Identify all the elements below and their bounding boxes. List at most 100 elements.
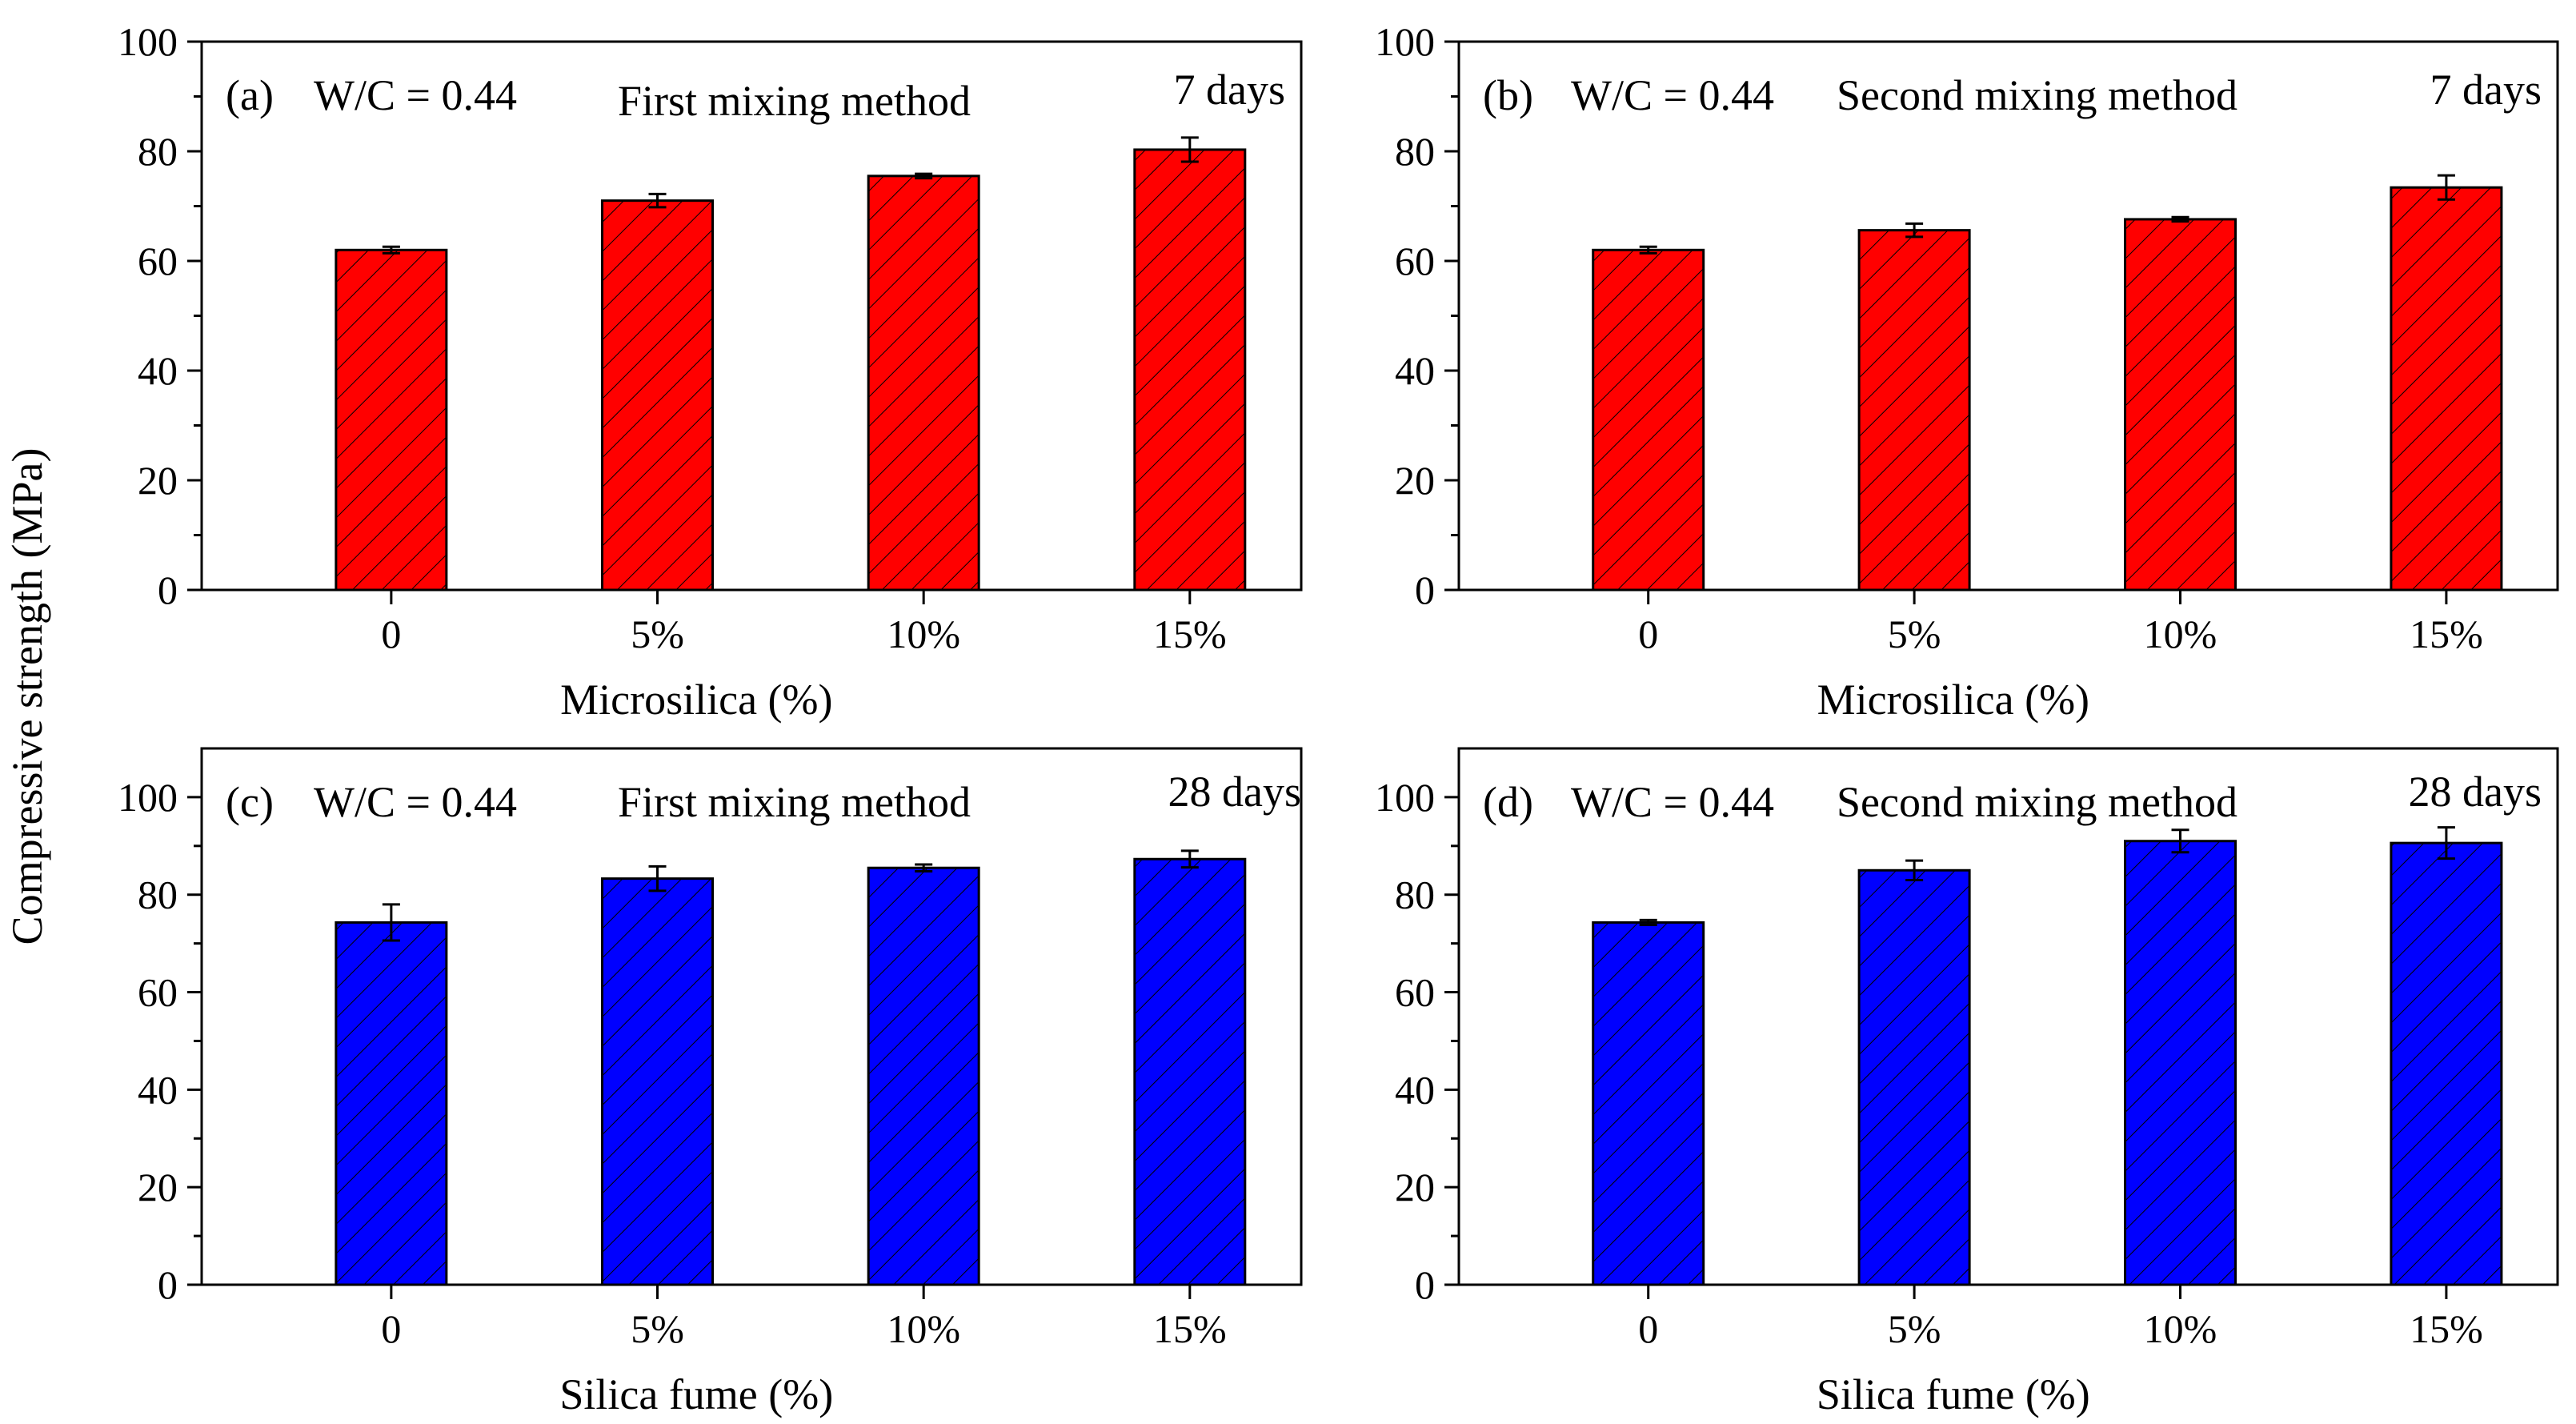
y-tick-label: 20: [1395, 458, 1435, 503]
bar: [2390, 186, 2503, 592]
age-label: 7 days: [1174, 66, 1285, 114]
bar: [335, 248, 448, 592]
age-label: 28 days: [1168, 768, 1301, 816]
y-tick-label: 40: [138, 348, 178, 393]
bar: [867, 866, 980, 1286]
bar: [2124, 218, 2237, 592]
y-ticks: 0 20 40 60 80 100: [1375, 775, 1459, 1307]
y-tick-label: 100: [118, 775, 178, 820]
y-tick-label: 60: [138, 970, 178, 1015]
x-axis-label: Silica fume (%): [559, 1370, 833, 1418]
plot-frame: [1457, 747, 2559, 1286]
panel-error-bars: [1639, 826, 2455, 926]
y-tick-label: 40: [1395, 348, 1435, 393]
x-tick-label: 15%: [1153, 612, 1227, 656]
x-tick-label: 0: [1638, 612, 1658, 656]
bar: [1133, 148, 1247, 592]
bar: [1857, 868, 1971, 1286]
y-tick-label: 20: [138, 458, 178, 503]
x-axis-label: Microsilica (%): [560, 676, 832, 724]
x-tick-label: 0: [1638, 1306, 1658, 1351]
x-tick-label: 0: [381, 612, 401, 656]
y-tick-label: 0: [1415, 1262, 1435, 1307]
y-ticks: 0 20 40 60 80 100: [1375, 19, 1459, 612]
x-ticks: 0 5% 10% 15%: [381, 590, 1227, 656]
y-tick-label: 60: [1395, 970, 1435, 1015]
y-ticks: 0 20 40 60 80 100: [118, 775, 202, 1307]
y-tick-label: 0: [1415, 568, 1435, 612]
y-tick-label: 60: [138, 239, 178, 283]
x-tick-label: 5%: [1888, 612, 1941, 656]
y-tick-label: 80: [138, 129, 178, 174]
panel-letter: (b): [1483, 71, 1533, 119]
panel-error-bars: [382, 136, 1199, 255]
panel-c: 0 20 40 60 80 100 0 5% 10% 15% (c) W/C = 0.44 Fi…: [118, 747, 1303, 1418]
y-tick-label: 40: [138, 1067, 178, 1112]
bar: [335, 921, 448, 1286]
bar: [867, 174, 980, 592]
y-tick-label: 0: [158, 1262, 178, 1307]
x-tick-label: 10%: [887, 1306, 960, 1351]
y-tick-label: 40: [1395, 1067, 1435, 1112]
panel-bars: [335, 857, 1247, 1286]
panel-a: 0 20 40 60 80 100 0 5% 10% 15% (a) W/C = 0.44 Fi…: [118, 19, 1303, 724]
panel-letter: (d): [1483, 778, 1533, 826]
panel-error-bars: [1639, 174, 2455, 255]
x-tick-label: 5%: [1888, 1306, 1941, 1351]
x-tick-label: 0: [381, 1306, 401, 1351]
bar: [2390, 841, 2503, 1286]
y-tick-label: 100: [1375, 775, 1435, 820]
y-tick-label: 80: [138, 872, 178, 917]
age-label: 28 days: [2409, 768, 2542, 816]
mixing-method-label: Second mixing method: [1837, 778, 2237, 826]
y-tick-label: 80: [1395, 872, 1435, 917]
y-tick-label: 60: [1395, 239, 1435, 283]
wc-ratio-label: W/C = 0.44: [314, 778, 517, 826]
y-tick-label: 0: [158, 568, 178, 612]
bar: [1133, 857, 1247, 1286]
x-axis-label: Microsilica (%): [1817, 676, 2089, 724]
y-ticks: 0 20 40 60 80 100: [118, 19, 202, 612]
panel-bars: [335, 148, 1247, 592]
bar: [601, 877, 715, 1286]
wc-ratio-label: W/C = 0.44: [314, 71, 517, 119]
x-tick-label: 10%: [2144, 1306, 2217, 1351]
x-tick-label: 5%: [631, 612, 684, 656]
bar: [1592, 248, 1705, 592]
bar: [1857, 229, 1971, 592]
panel-letter: (a): [226, 71, 274, 119]
panel-bars: [1592, 840, 2503, 1286]
mixing-method-label: First mixing method: [618, 778, 971, 826]
x-ticks: 0 5% 10% 15%: [1638, 1285, 2483, 1351]
panel-error-bars: [382, 849, 1199, 942]
age-label: 7 days: [2430, 66, 2542, 114]
y-axis-label: Compressive strength (MPa): [3, 448, 51, 945]
y-tick-label: 100: [1375, 19, 1435, 64]
panel-letter: (c): [226, 778, 274, 826]
wc-ratio-label: W/C = 0.44: [1571, 71, 1774, 119]
x-tick-label: 10%: [2144, 612, 2217, 656]
x-tick-label: 10%: [887, 612, 960, 656]
panel-d: 0 20 40 60 80 100 0 5% 10% 15% (d) W/C = 0.44 Se…: [1375, 747, 2559, 1418]
plot-frame: [200, 747, 1303, 1286]
x-tick-label: 5%: [631, 1306, 684, 1351]
y-tick-label: 80: [1395, 129, 1435, 174]
panel-bars: [1592, 186, 2503, 592]
mixing-method-label: Second mixing method: [1837, 71, 2237, 119]
panel-b: 0 20 40 60 80 100 0 5% 10% 15% (b) W/C = 0.44 Se…: [1375, 19, 2559, 724]
bar: [1592, 921, 1705, 1286]
bar: [601, 199, 715, 592]
x-tick-label: 15%: [2410, 612, 2483, 656]
x-ticks: 0 5% 10% 15%: [1638, 590, 2483, 656]
y-tick-label: 100: [118, 19, 178, 64]
x-axis-label: Silica fume (%): [1817, 1370, 2090, 1418]
x-tick-label: 15%: [1153, 1306, 1227, 1351]
y-tick-label: 20: [1395, 1165, 1435, 1209]
bar: [2124, 840, 2237, 1286]
x-ticks: 0 5% 10% 15%: [381, 1285, 1227, 1351]
y-tick-label: 20: [138, 1165, 178, 1209]
wc-ratio-label: W/C = 0.44: [1571, 778, 1774, 826]
mixing-method-label: First mixing method: [618, 77, 971, 125]
x-tick-label: 15%: [2410, 1306, 2483, 1351]
